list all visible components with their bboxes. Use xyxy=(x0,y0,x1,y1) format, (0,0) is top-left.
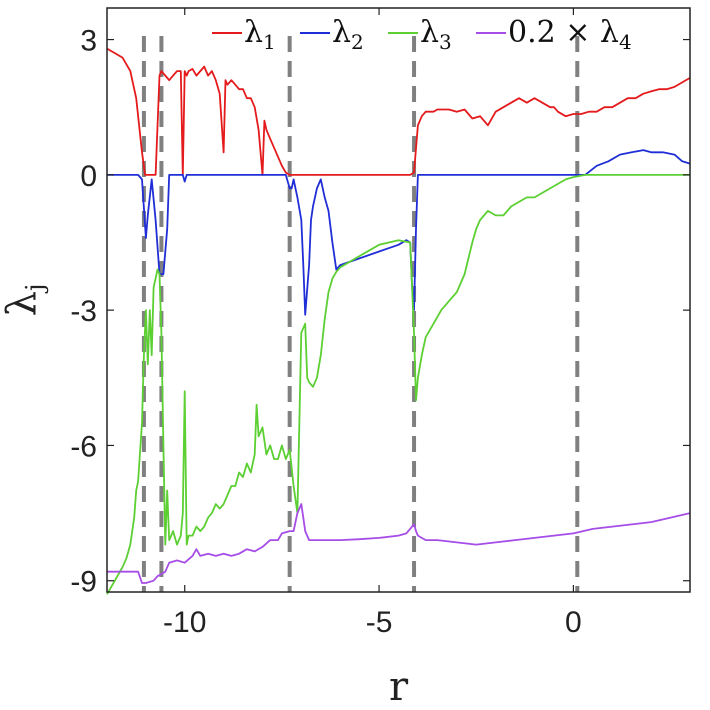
axis-ticks: -10 -5 0 3 0 -3 -6 -9 xyxy=(70,8,690,639)
legend: λ1 λ2 λ3 0.2 × λ4 xyxy=(212,15,632,54)
y-axis-label-main: λ xyxy=(0,291,45,316)
y-tick-label-5: -9 xyxy=(70,566,97,599)
legend-label-3: λ3 xyxy=(420,15,452,54)
vertical-dashed-lines xyxy=(141,36,580,592)
series-lines xyxy=(106,47,691,595)
series-line-3 xyxy=(106,174,690,595)
x-tick-label-1: -10 xyxy=(163,606,206,639)
legend-label-4: 0.2 × λ4 xyxy=(508,15,632,54)
x-tick-label-3: 0 xyxy=(565,606,582,639)
y-tick-label-3: -3 xyxy=(70,295,97,328)
legend-label-1: λ1 xyxy=(244,15,276,54)
y-tick-label-2: 0 xyxy=(80,160,97,193)
legend-label-2: λ2 xyxy=(332,15,364,54)
y-axis-label-sub: j xyxy=(21,284,49,294)
series-line-4 xyxy=(107,503,691,584)
y-axis-label: λj xyxy=(0,284,49,317)
x-axis-label: r xyxy=(389,664,409,710)
series-line-2 xyxy=(107,149,691,316)
plot-frame xyxy=(106,7,691,593)
x-tick-label-2: -5 xyxy=(366,606,393,639)
series-line-1 xyxy=(106,47,691,176)
y-tick-label-4: -6 xyxy=(70,430,97,463)
y-tick-label-1: 3 xyxy=(80,25,97,58)
